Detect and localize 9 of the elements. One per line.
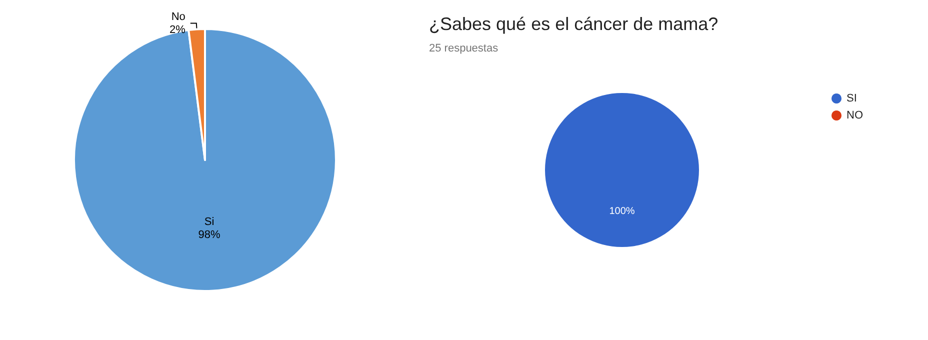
data-label: 2% — [169, 24, 186, 36]
legend-label: SI — [846, 92, 857, 104]
chart-title: ¿Sabes qué es el cáncer de mama? — [429, 14, 718, 34]
data-label: 100% — [609, 206, 635, 217]
chart-subtitle: 25 respuestas — [429, 42, 499, 54]
slice-label: Si — [204, 216, 214, 228]
legend-label: NO — [846, 110, 864, 122]
slice-label: No — [171, 10, 186, 23]
data-label: 98% — [198, 228, 221, 241]
